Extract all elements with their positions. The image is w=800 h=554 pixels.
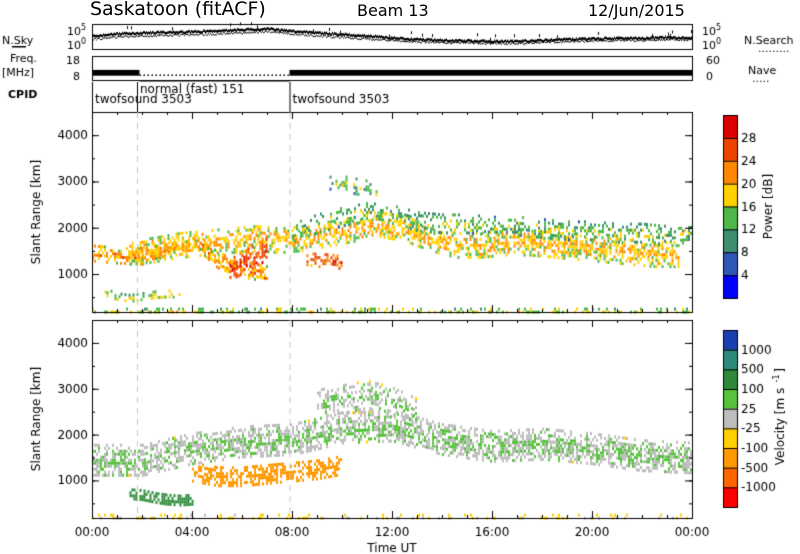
site-title: Saskatoon (fitACF) — [90, 0, 266, 20]
beam-title: Beam 13 — [357, 1, 429, 20]
date-title: 12/Jun/2015 — [588, 1, 685, 20]
